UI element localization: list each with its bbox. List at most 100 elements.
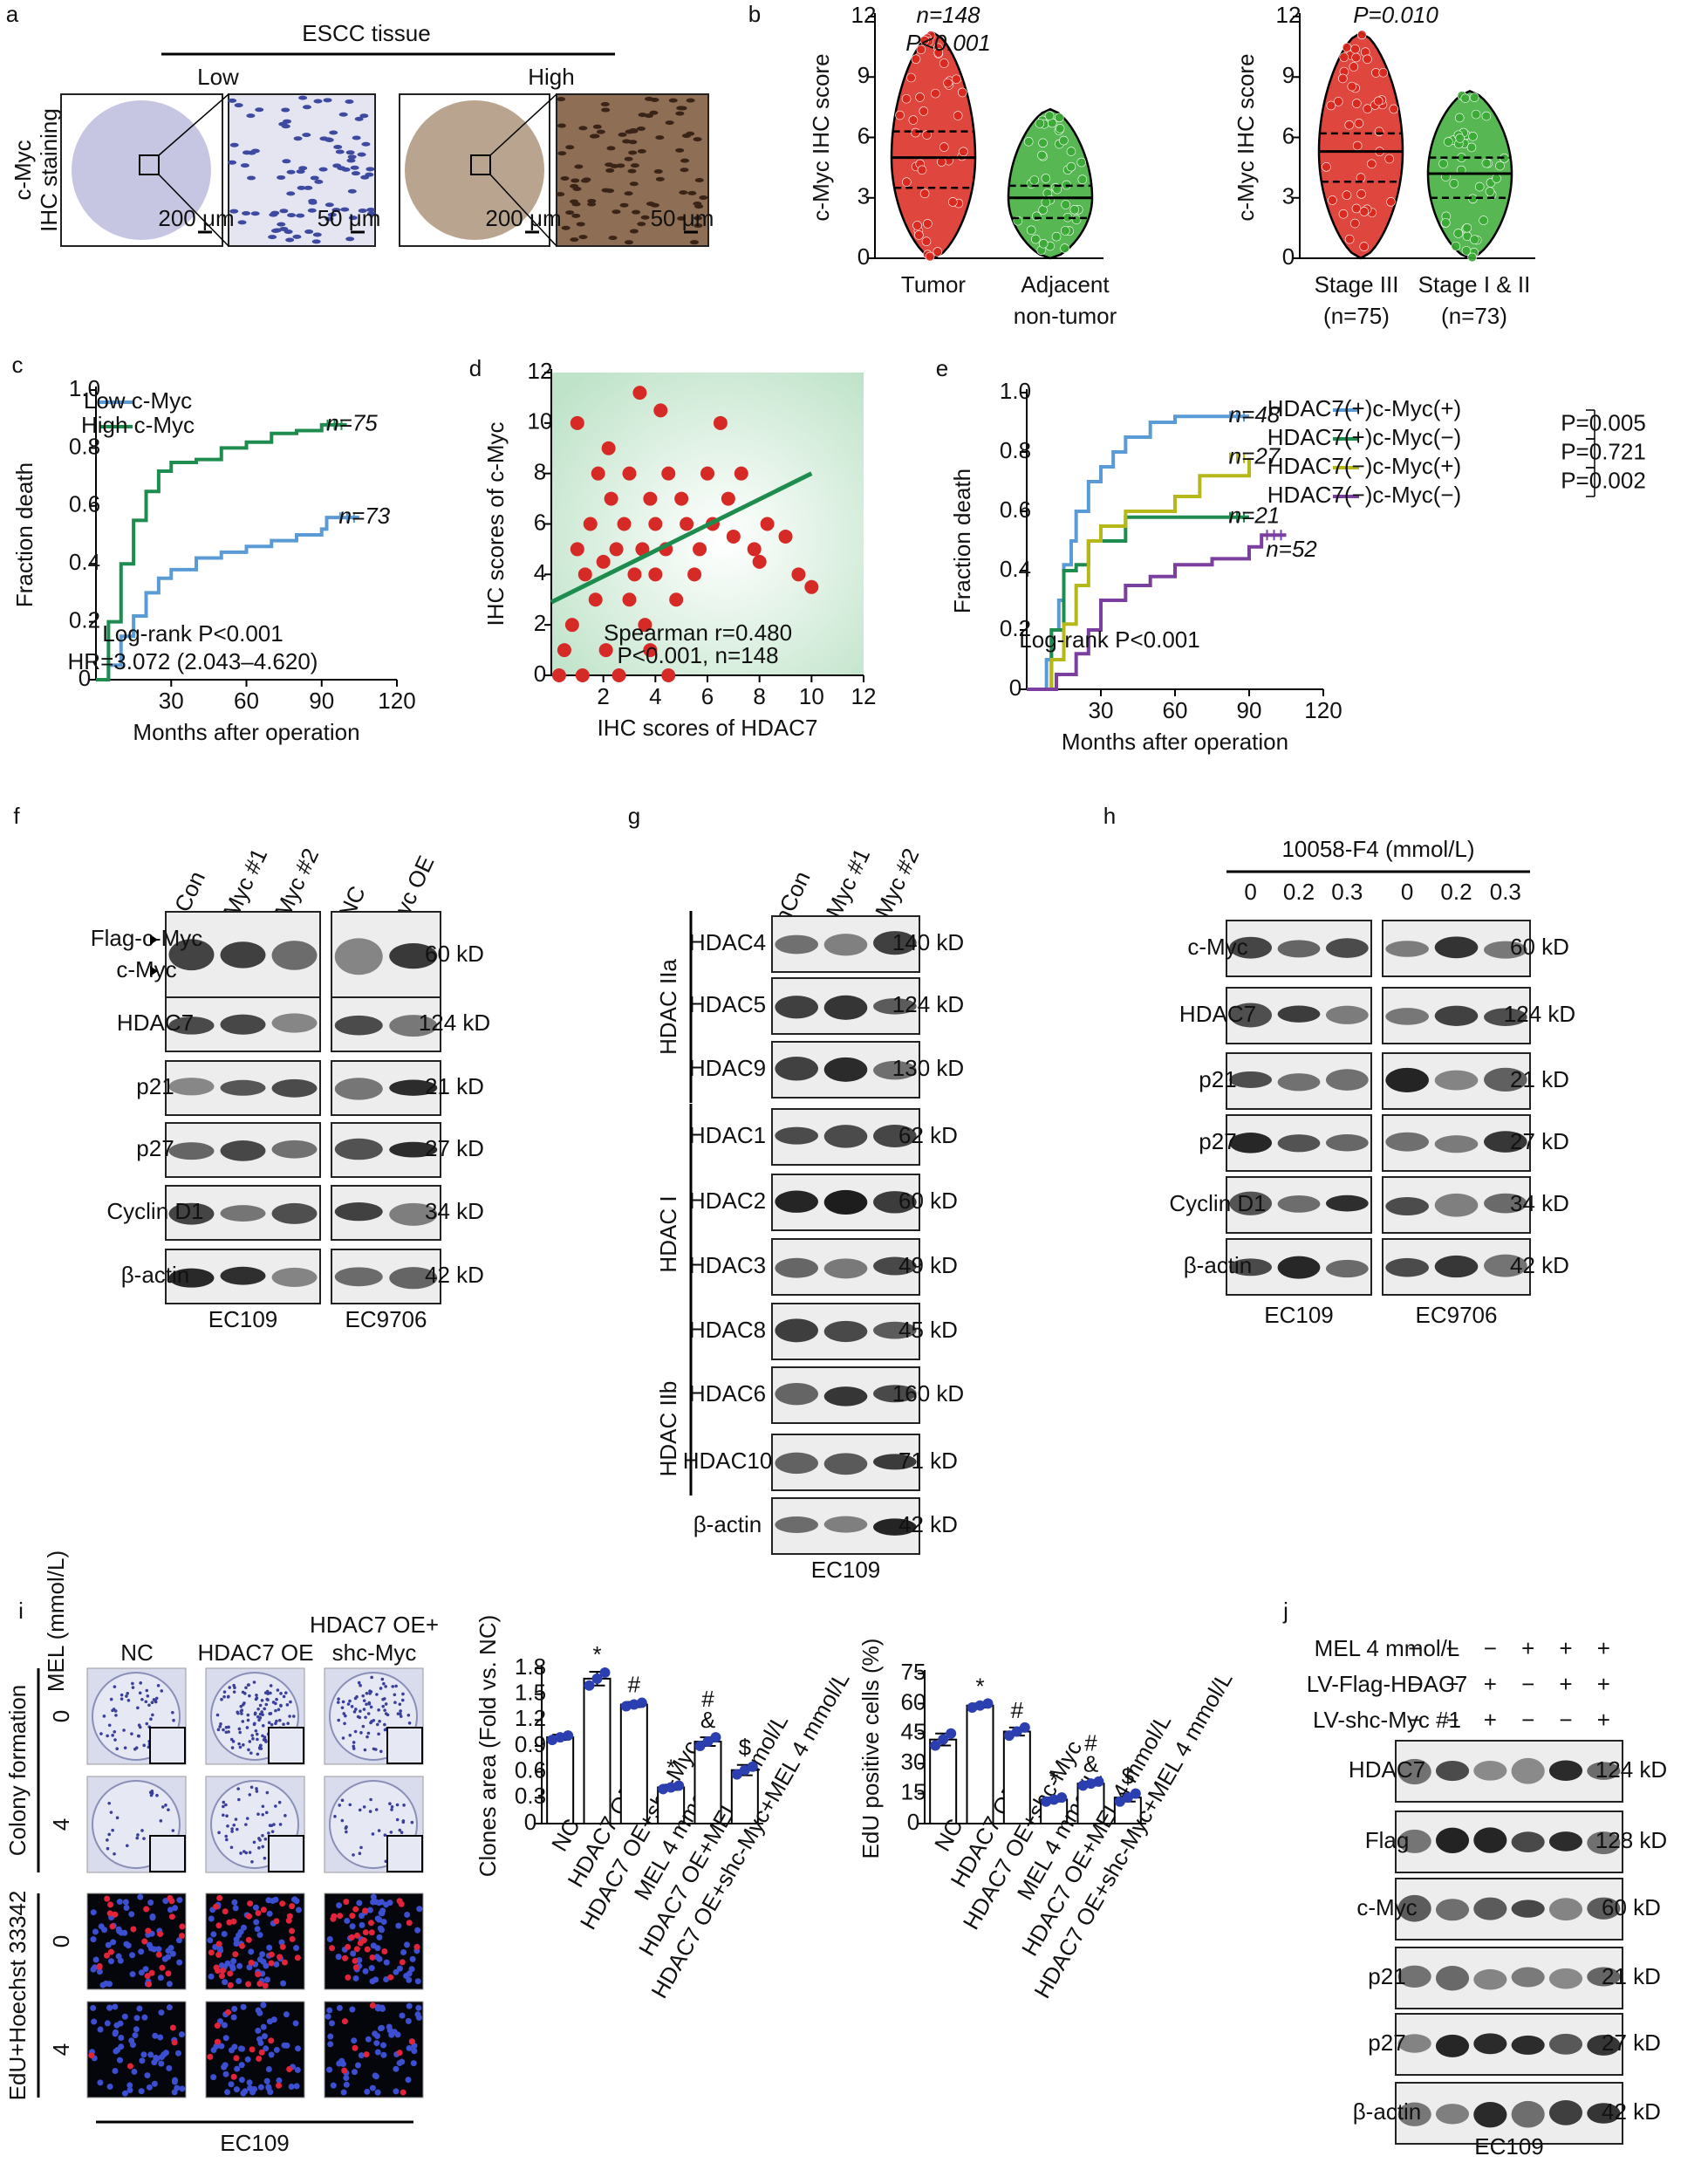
point — [596, 554, 611, 569]
nucleus — [608, 236, 618, 241]
point — [778, 529, 793, 544]
nucleus — [286, 169, 296, 175]
x-axis-label: IHC scores of HDAC7 — [598, 715, 818, 741]
band — [220, 941, 266, 969]
nucleus — [167, 1945, 174, 1952]
nucleus — [304, 185, 313, 190]
legend-label: Low c-Myc — [84, 387, 192, 414]
colony — [402, 1804, 406, 1807]
point — [601, 441, 616, 455]
nucleus — [138, 2088, 145, 2095]
nucleus — [276, 2077, 283, 2084]
nucleus — [380, 2051, 387, 2058]
edu-nucleus — [294, 1954, 301, 1961]
colony — [338, 1804, 342, 1807]
colony — [389, 1831, 393, 1834]
x-tick-label: Tumor — [901, 271, 966, 298]
edu-nucleus — [165, 1970, 172, 1977]
edu-nucleus — [345, 1943, 352, 1950]
survival-curve — [1027, 457, 1251, 691]
band — [1325, 1194, 1369, 1212]
colony — [336, 1701, 340, 1704]
size-label: 27 kD — [1510, 1128, 1569, 1154]
nucleus — [358, 2052, 365, 2059]
nucleus — [369, 2084, 376, 2091]
band — [775, 996, 818, 1019]
colony — [377, 1708, 380, 1712]
row-label: c-Myc — [116, 956, 176, 982]
p-value: P=0.005 — [1561, 409, 1646, 435]
edu-nucleus — [222, 1908, 229, 1915]
jitter-dot — [1051, 231, 1062, 242]
nucleus — [310, 175, 319, 181]
section-label: EdU+Hoechst 33342 — [4, 1891, 31, 2101]
nucleus — [336, 2004, 343, 2011]
nucleus — [222, 2062, 229, 2069]
band — [1511, 1967, 1545, 1988]
colony — [344, 1714, 347, 1718]
replicate-point — [563, 1730, 574, 1742]
colony — [109, 1697, 113, 1701]
arrowhead — [150, 966, 158, 976]
y-tick-label: 9 — [1282, 62, 1295, 88]
edu-nucleus — [337, 1913, 344, 1920]
point — [648, 567, 663, 582]
edu-nucleus — [329, 1945, 336, 1952]
legend-label: HDAC7(−)c-Myc(−) — [1267, 482, 1461, 508]
nucleus — [208, 1915, 215, 1922]
jitter-dot — [1444, 137, 1453, 147]
nucleus — [372, 1899, 379, 1906]
edu-nucleus — [268, 1951, 275, 1958]
edu-nucleus — [352, 1957, 359, 1964]
colony — [278, 1718, 282, 1722]
point — [622, 466, 637, 481]
colony — [106, 1838, 109, 1842]
colony — [365, 1691, 369, 1695]
x-tick-label: 60 — [234, 688, 259, 714]
y-tick-label: 1.5 — [515, 1680, 546, 1706]
colony — [247, 1748, 250, 1752]
colony — [107, 1801, 112, 1805]
colony — [384, 1702, 388, 1706]
y-axis-label: c-Myc IHC score — [1233, 53, 1259, 221]
nucleus — [312, 232, 322, 237]
nucleus — [405, 2017, 412, 2024]
jitter-dot — [908, 115, 919, 125]
jitter-dot — [1451, 241, 1461, 251]
condition-sign: + — [1484, 1707, 1497, 1733]
nucleus — [270, 1898, 277, 1905]
band — [1277, 1005, 1321, 1023]
edu-nucleus — [352, 1906, 359, 1913]
jitter-dot — [914, 230, 924, 240]
point — [643, 643, 658, 658]
jitter-dot — [952, 74, 961, 85]
y-tick-label: 0.9 — [515, 1731, 546, 1757]
nucleus — [260, 2023, 267, 2030]
edu-nucleus — [362, 1907, 369, 1914]
nucleus — [91, 2018, 98, 2025]
edu-nucleus — [286, 1913, 293, 1920]
nucleus — [298, 166, 308, 171]
size-label: 60 kD — [1510, 934, 1569, 960]
edu-nucleus — [255, 1971, 262, 1978]
nucleus — [327, 2033, 334, 2040]
dose-label: 4 — [48, 2043, 74, 2056]
band — [1434, 1255, 1479, 1278]
colony — [230, 1827, 234, 1831]
fit-line — [550, 471, 813, 605]
y-tick-label: 0.4 — [1000, 556, 1031, 582]
edu-nucleus — [262, 1982, 269, 1989]
edu-nucleus — [364, 1946, 371, 1953]
point — [726, 529, 741, 544]
nucleus — [281, 107, 290, 113]
y-axis-label: c-Myc IHC score — [808, 53, 834, 221]
zoom-box — [139, 154, 160, 175]
nucleus — [210, 2047, 217, 2054]
nucleus — [325, 216, 334, 222]
colony — [362, 1708, 366, 1711]
size-label: 128 kD — [1595, 1827, 1667, 1853]
jitter-dot — [1041, 174, 1051, 183]
colony — [238, 1730, 242, 1735]
nucleus — [335, 149, 345, 154]
nucleus — [675, 111, 685, 116]
